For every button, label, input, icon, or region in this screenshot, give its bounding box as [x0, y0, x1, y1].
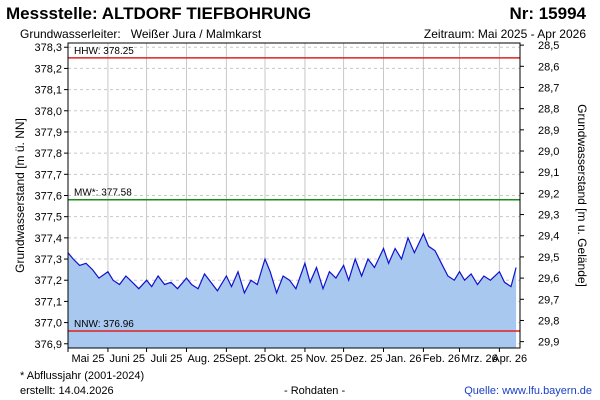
y-tick-right-label: 28,7 — [538, 82, 559, 94]
source-link[interactable]: Quelle: www.lfu.bayern.de — [464, 385, 592, 397]
y-tick-right-label: 29,4 — [538, 231, 559, 243]
x-tick-label: Jan. 26 — [385, 353, 421, 365]
reference-label: NNW: 376.96 — [74, 319, 134, 330]
y-tick-right-label: 29,1 — [538, 167, 559, 179]
x-tick-label: Juli 25 — [151, 353, 183, 365]
y-axis-right-label: Grundwasserstand [m u. Gelände] — [575, 104, 589, 287]
created-date: erstellt: 14.04.2026 — [20, 385, 114, 397]
period: Zeitraum: Mai 2025 - Apr 2026 — [423, 27, 586, 41]
x-tick-label: Dez. 25 — [345, 353, 383, 365]
y-tick-right-label: 28,9 — [538, 125, 559, 137]
y-tick-right-label: 28,5 — [538, 40, 559, 52]
y-tick-right-label: 29,5 — [538, 252, 559, 264]
y-tick-right-label: 29,8 — [538, 315, 559, 327]
x-tick-label: Feb. 26 — [423, 353, 460, 365]
y-tick-right-label: 29,3 — [538, 210, 559, 222]
y-tick-right-label: 29,2 — [538, 188, 559, 200]
x-tick-label: Aug. 25 — [187, 353, 225, 365]
x-tick-label: Mai 25 — [71, 353, 104, 365]
x-tick-label: Okt. 25 — [267, 353, 302, 365]
y-tick-label: 378,2 — [34, 63, 62, 75]
y-tick-label: 377,8 — [34, 148, 62, 160]
y-axis-label: Grundwasserstand [m ü. NN] — [13, 118, 27, 273]
x-tick-label: Apr. 26 — [492, 353, 527, 365]
water-level-area — [68, 233, 517, 348]
y-tick-right-label: 29,9 — [538, 337, 559, 349]
water-level-line — [67, 232, 517, 295]
x-tick-label: Nov. 25 — [306, 353, 343, 365]
y-tick-label: 377,9 — [34, 127, 62, 139]
y-tick-right-label: 29,6 — [538, 273, 559, 285]
y-tick-right-label: 29,7 — [538, 294, 559, 306]
y-tick-label: 377,4 — [34, 233, 62, 245]
y-tick-label: 378,3 — [34, 42, 62, 54]
reference-label: HHW: 378.25 — [74, 46, 134, 57]
station-number: Nr: 15994 — [509, 4, 586, 23]
footnote: * Abflussjahr (2001-2024) — [20, 370, 145, 382]
y-tick-label: 377,2 — [34, 275, 62, 287]
aquifer-value: Weißer Jura / Malmkarst — [130, 27, 262, 41]
y-tick-label: 377,6 — [34, 191, 62, 203]
aquifer-label: Grundwasserleiter: — [20, 27, 121, 41]
y-tick-label: 377,0 — [34, 318, 62, 330]
y-tick-label: 378,1 — [34, 85, 62, 97]
plot-frame — [67, 42, 521, 349]
reference-label: MW*: 377.58 — [74, 188, 132, 199]
y-tick-right-label: 28,8 — [538, 104, 559, 116]
x-tick-label: Juni 25 — [109, 353, 144, 365]
y-tick-label: 376,9 — [34, 339, 62, 351]
y-tick-label: 377,5 — [34, 212, 62, 224]
rawdata-note: - Rohdaten - — [284, 385, 346, 397]
station-title: Messstelle: ALTDORF TIEFBOHRUNG — [6, 4, 312, 23]
y-tick-label: 378,0 — [34, 106, 62, 118]
x-tick-label: Mrz. 26 — [461, 353, 498, 365]
y-tick-right-label: 29,0 — [538, 146, 559, 158]
y-tick-label: 377,1 — [34, 296, 62, 308]
y-tick-label: 377,3 — [34, 254, 62, 266]
y-tick-label: 377,7 — [34, 169, 62, 181]
aquifer-info: Grundwasserleiter: Weißer Jura / Malmkar… — [20, 27, 261, 41]
x-tick-label: Sept. 25 — [225, 353, 266, 365]
y-tick-right-label: 28,6 — [538, 61, 559, 73]
